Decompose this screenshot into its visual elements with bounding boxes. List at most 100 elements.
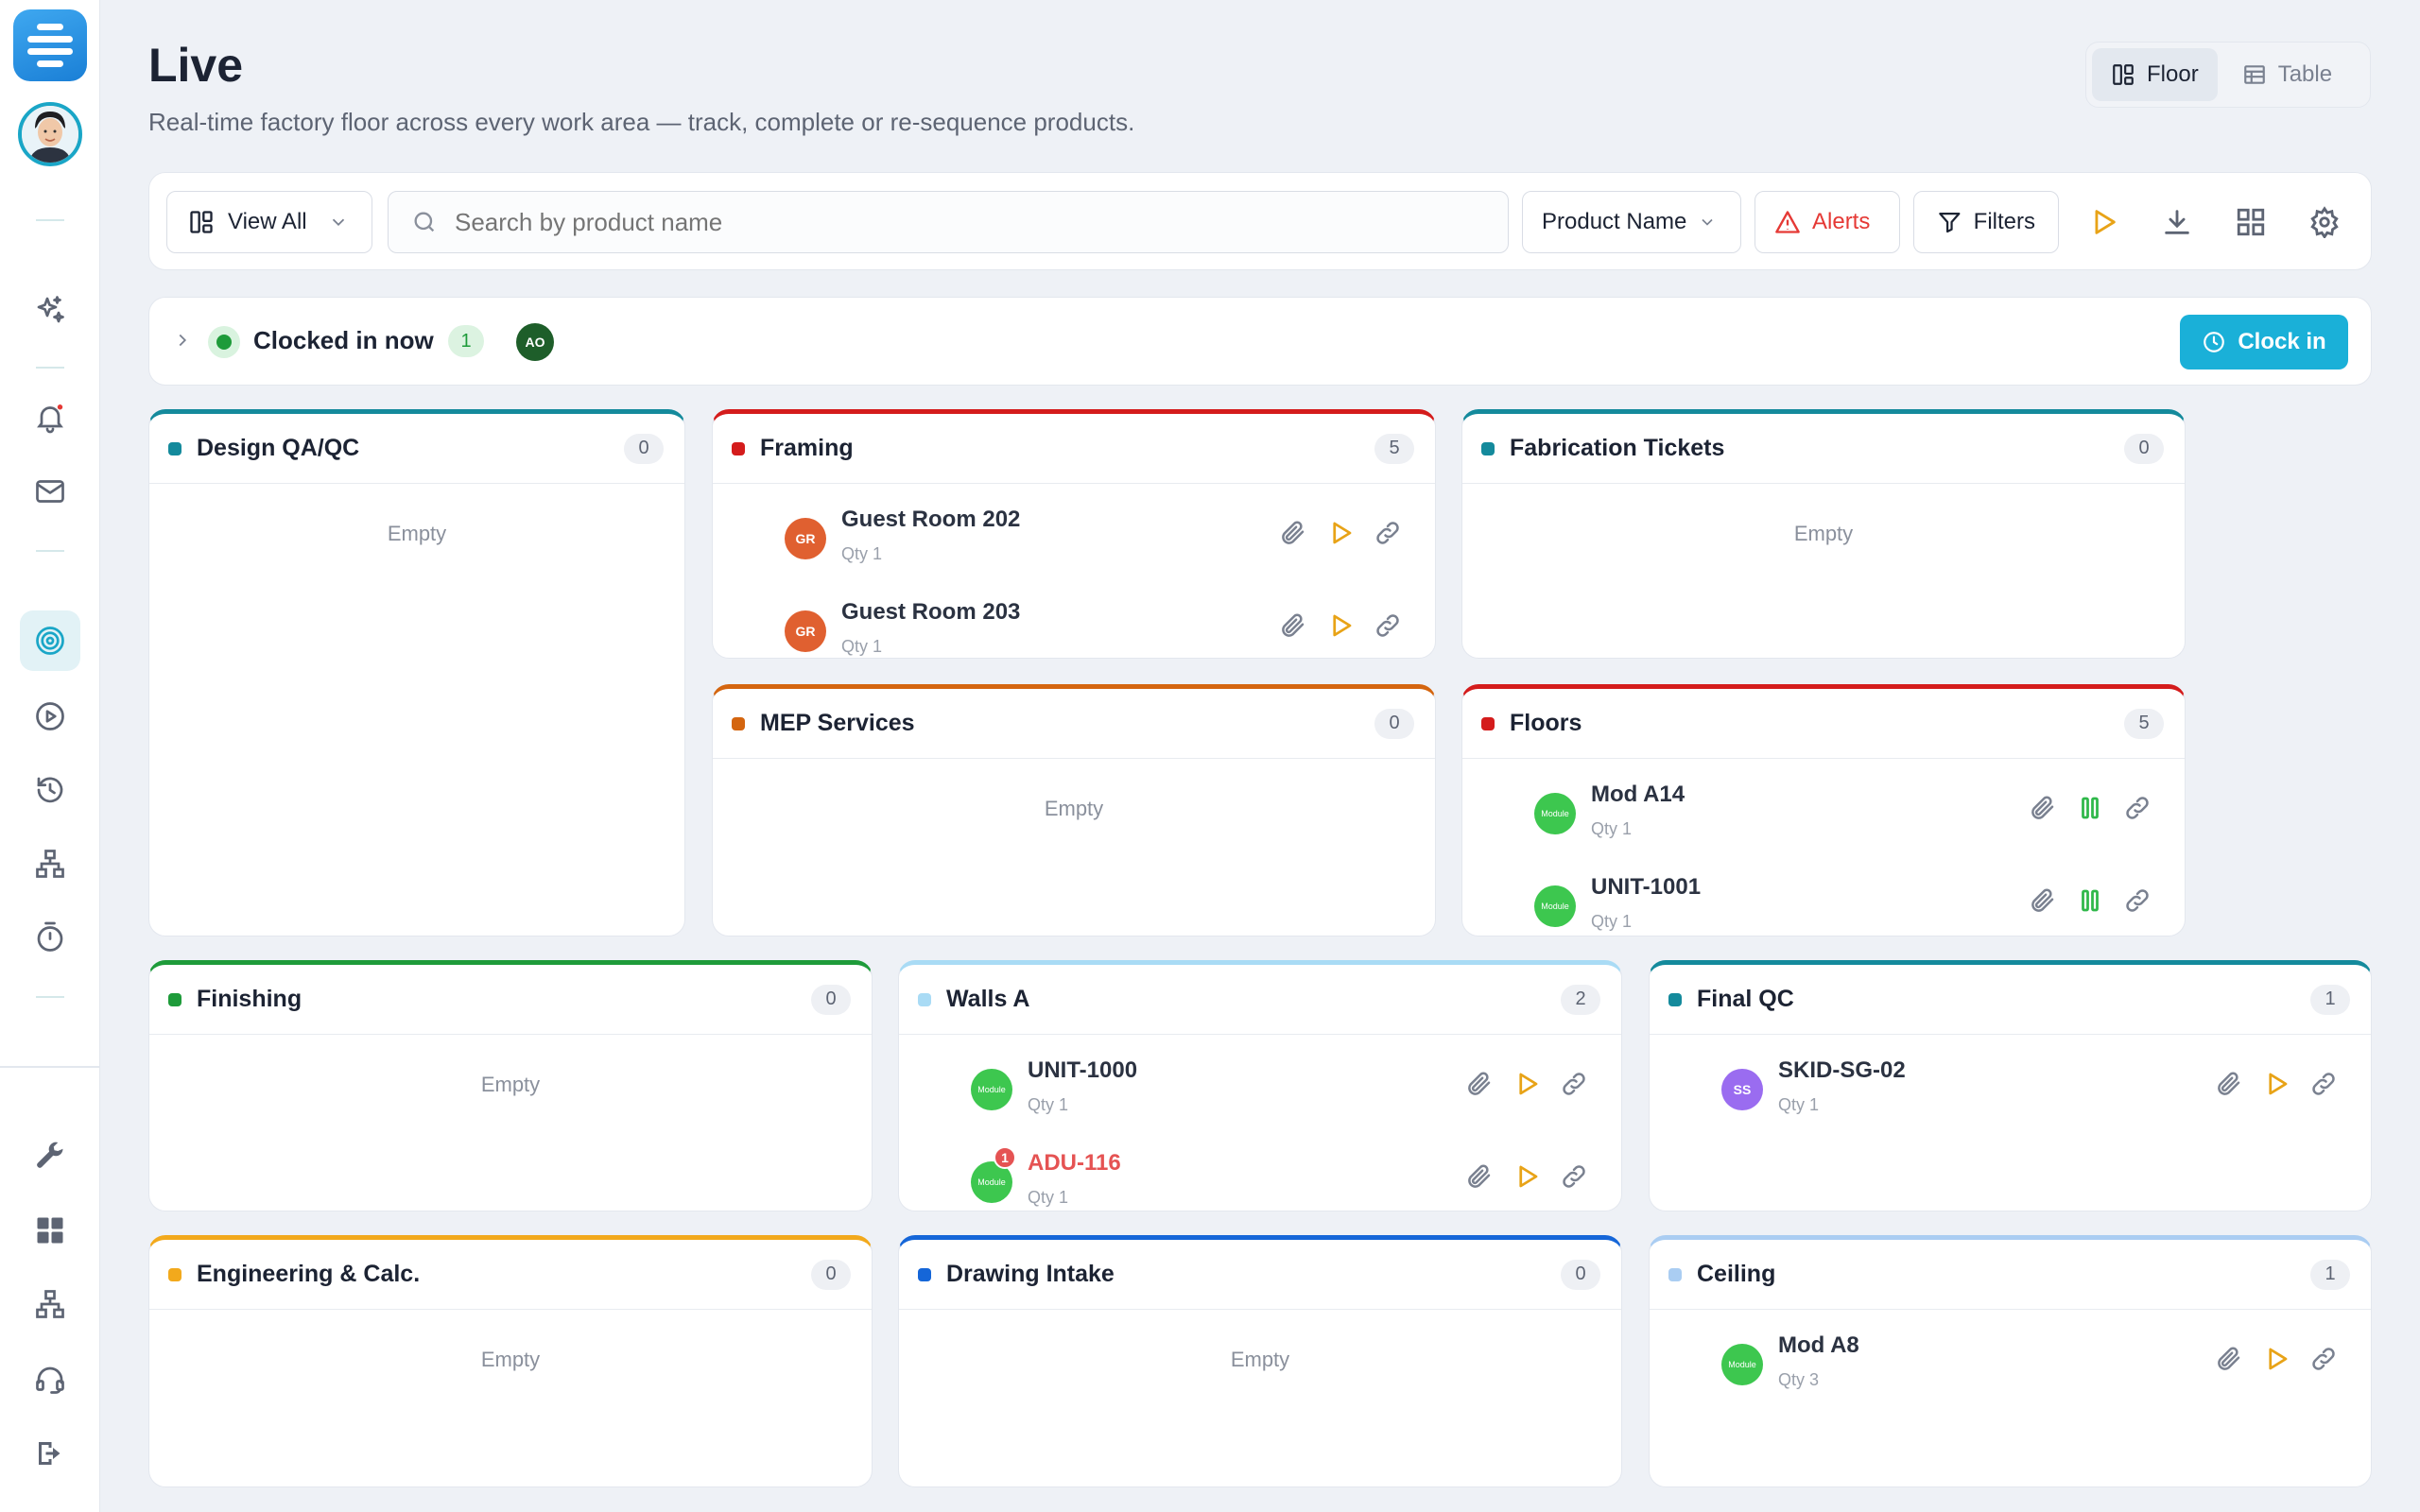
attach-icon[interactable] [1278, 518, 1308, 548]
play-icon[interactable] [2261, 1069, 2291, 1099]
grid-view-button[interactable] [2220, 191, 2282, 253]
play-icon[interactable] [1512, 1069, 1542, 1099]
attach-icon[interactable] [2028, 885, 2058, 916]
link-icon[interactable] [1373, 518, 1403, 548]
attach-icon[interactable] [1278, 610, 1308, 641]
product-name[interactable]: UNIT-1000 [1028, 1057, 1138, 1083]
link-icon[interactable] [2308, 1069, 2339, 1099]
work-area-header[interactable]: Final QC 1 [1650, 965, 2371, 1035]
product-name[interactable]: Mod A14 [1591, 782, 1685, 807]
org-chart-icon[interactable] [20, 1274, 80, 1334]
stopwatch-icon[interactable] [20, 907, 80, 968]
work-area-header[interactable]: Floors 5 [1462, 689, 2185, 759]
link-icon[interactable] [1559, 1161, 1589, 1192]
work-area-count: 5 [1374, 433, 1414, 464]
link-icon[interactable] [2122, 885, 2152, 916]
product-qty: Qty 1 [841, 637, 883, 656]
link-icon[interactable] [2122, 793, 2152, 823]
grid-icon [2237, 208, 2265, 236]
download-button[interactable] [2146, 191, 2208, 253]
product-name[interactable]: SKID-SG-02 [1778, 1057, 1906, 1083]
play-icon[interactable] [1512, 1161, 1542, 1192]
hierarchy-icon[interactable] [20, 833, 80, 894]
product-row[interactable]: GR Guest Room 203 Qty 1 [713, 576, 1435, 658]
search-icon [414, 212, 435, 232]
product-avatar: Module [1534, 885, 1576, 927]
history-icon[interactable] [20, 760, 80, 820]
work-area-panel: Finishing 0 Empty [148, 960, 873, 1211]
work-area-header[interactable]: Engineering & Calc. 0 [149, 1240, 872, 1310]
user-avatar[interactable] [18, 102, 82, 166]
clock-in-button[interactable]: Clock in [2180, 315, 2348, 369]
logout-icon[interactable] [20, 1423, 80, 1484]
attach-icon[interactable] [2028, 793, 2058, 823]
play-icon[interactable] [2261, 1344, 2291, 1374]
product-row[interactable]: Module Mod A8 Qty 3 [1650, 1310, 2371, 1402]
work-area-header[interactable]: Fabrication Tickets 0 [1462, 414, 2185, 484]
product-qty: Qty 1 [1028, 1188, 1069, 1207]
work-area-title: Floors [1510, 710, 1582, 736]
table-view-button[interactable]: Table [2223, 48, 2351, 101]
search-input[interactable] [455, 207, 1485, 237]
product-name[interactable]: Guest Room 203 [841, 599, 1021, 625]
app-logo[interactable] [13, 9, 87, 81]
link-icon[interactable] [1373, 610, 1403, 641]
product-avatar: Module [1534, 793, 1576, 834]
product-name[interactable]: Guest Room 202 [841, 507, 1021, 532]
product-avatar: GR [785, 610, 826, 652]
area-color-dot [918, 1267, 931, 1281]
sparkles-icon[interactable] [20, 280, 80, 340]
sort-select[interactable]: Product Name [1522, 191, 1741, 253]
play-all-button[interactable] [2072, 191, 2135, 253]
work-area-header[interactable]: Walls A 2 [899, 965, 1621, 1035]
work-area-header[interactable]: Framing 5 [713, 414, 1435, 484]
attach-icon[interactable] [2214, 1069, 2244, 1099]
product-row[interactable]: Module UNIT-1000 Qty 1 [899, 1035, 1621, 1127]
product-row[interactable]: GR Guest Room 202 Qty 1 [713, 484, 1435, 576]
work-area-title: Fabrication Tickets [1510, 435, 1725, 461]
product-name[interactable]: Mod A8 [1778, 1332, 1859, 1358]
work-area-count: 0 [1561, 1259, 1600, 1290]
floor-view-button[interactable]: Floor [2092, 48, 2218, 101]
mail-icon[interactable] [20, 461, 80, 522]
attach-icon[interactable] [1464, 1069, 1495, 1099]
target-icon[interactable] [20, 610, 80, 671]
product-row[interactable]: SS SKID-SG-02 Qty 1 [1650, 1035, 2371, 1127]
play-icon[interactable] [1325, 518, 1356, 548]
product-row[interactable]: Module Mod A14 Qty 1 [1462, 759, 2185, 851]
link-icon[interactable] [2308, 1344, 2339, 1374]
work-area-panel: Drawing Intake 0 Empty [898, 1235, 1622, 1487]
floor-view-label: Floor [2147, 61, 2199, 87]
work-area-header[interactable]: MEP Services 0 [713, 689, 1435, 759]
bell-icon[interactable] [20, 387, 80, 448]
attach-icon[interactable] [2214, 1344, 2244, 1374]
play-icon[interactable] [1325, 610, 1356, 641]
work-area-count: 0 [2124, 433, 2164, 464]
work-area-header[interactable]: Ceiling 1 [1650, 1240, 2371, 1310]
product-row[interactable]: Module 1 ADU-116 Qty 1 [899, 1127, 1621, 1211]
product-name[interactable]: ADU-116 [1028, 1150, 1121, 1176]
product-row[interactable]: Module UNIT-1001 Qty 1 [1462, 851, 2185, 936]
dashboard-grid-icon[interactable] [20, 1200, 80, 1261]
product-name[interactable]: UNIT-1001 [1591, 874, 1702, 900]
work-area-header[interactable]: Finishing 0 [149, 965, 872, 1035]
chevron-down-icon [1702, 218, 1713, 226]
view-all-dropdown[interactable]: View All [166, 191, 372, 253]
pause-icon[interactable] [2075, 793, 2105, 823]
settings-button[interactable] [2293, 191, 2356, 253]
support-icon[interactable] [20, 1349, 80, 1410]
filters-button[interactable]: Filters [1913, 191, 2059, 253]
work-area-header[interactable]: Design QA/QC 0 [149, 414, 684, 484]
attach-icon[interactable] [1464, 1161, 1495, 1192]
search-box[interactable] [388, 191, 1509, 253]
link-icon[interactable] [1559, 1069, 1589, 1099]
work-area-header[interactable]: Drawing Intake 0 [899, 1240, 1621, 1310]
pause-icon[interactable] [2075, 885, 2105, 916]
chevron-right-icon[interactable] [172, 330, 193, 351]
wrench-icon[interactable] [20, 1126, 80, 1187]
work-area-panel: MEP Services 0 Empty [712, 684, 1436, 936]
alerts-button[interactable]: Alerts [1754, 191, 1900, 253]
play-circle-icon[interactable] [20, 686, 80, 747]
clocked-user-avatar[interactable]: AO [516, 323, 554, 361]
empty-state: Empty [1230, 1348, 1290, 1371]
